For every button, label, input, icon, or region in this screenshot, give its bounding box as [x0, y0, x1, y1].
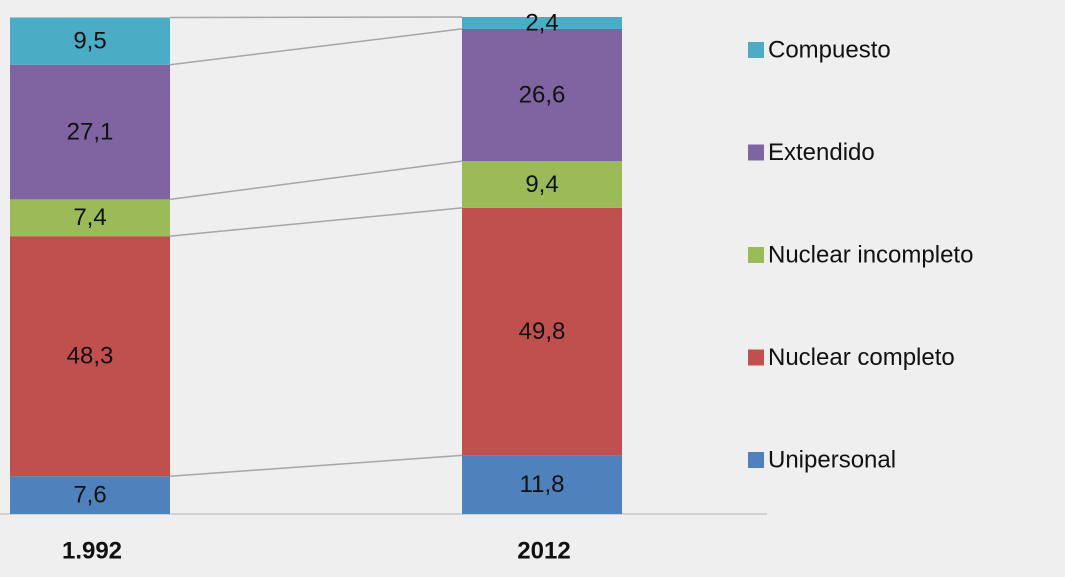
bar-segment	[462, 28, 622, 162]
series-line	[169, 454, 463, 477]
legend-label: Compuesto	[768, 36, 891, 63]
value-label: 7,4	[73, 204, 106, 231]
value-label: 2,4	[525, 9, 558, 36]
legend-label: Extendido	[768, 139, 875, 166]
series-line	[169, 160, 463, 201]
bar-segment	[462, 161, 622, 208]
series-line	[169, 28, 463, 66]
series-line	[169, 207, 463, 237]
legend-swatch	[748, 42, 764, 58]
value-label: 9,4	[525, 171, 558, 198]
legend-label: Unipersonal	[768, 446, 896, 473]
value-label: 26,6	[519, 81, 566, 108]
bar-segment	[10, 476, 170, 514]
legend-swatch	[748, 452, 764, 468]
bar-segment	[10, 17, 170, 65]
value-label: 49,8	[519, 318, 566, 345]
value-label: 48,3	[67, 343, 114, 370]
bar-segment	[10, 236, 170, 477]
x-tick-label: 1.992	[62, 537, 122, 564]
x-tick-label: 2012	[517, 537, 570, 564]
legend-swatch	[748, 144, 764, 161]
value-label: 11,8	[520, 471, 565, 498]
bar-segment	[462, 17, 622, 29]
legend-label: Nuclear incompleto	[768, 241, 973, 268]
legend-swatch	[748, 247, 764, 263]
bar-segment	[10, 199, 170, 237]
legend-swatch	[748, 349, 764, 366]
value-label: 9,5	[73, 27, 106, 54]
bar-segment	[462, 207, 622, 456]
bar-segment	[10, 64, 170, 200]
value-label: 27,1	[67, 118, 114, 145]
legend-label: Nuclear completo	[768, 344, 955, 371]
value-label: 7,6	[73, 481, 106, 508]
bar-segment	[462, 455, 622, 514]
